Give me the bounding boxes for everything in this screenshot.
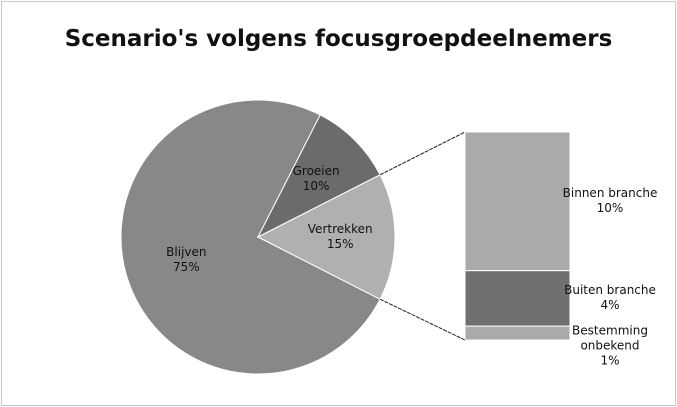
breakdown-bar <box>464 270 571 327</box>
label-name: Buiten branche <box>564 283 656 298</box>
label-name: Vertrekken <box>307 222 373 236</box>
pie-slice <box>256 114 381 239</box>
data-label: Bestemming onbekend 1% <box>570 324 650 369</box>
label-name: Groeien <box>292 163 340 178</box>
label-value: 15% <box>326 237 354 251</box>
label-name: Binnen branche <box>562 186 658 201</box>
pie-slice <box>120 99 381 375</box>
label-value: 75% <box>172 260 200 275</box>
connector-line <box>379 131 466 176</box>
label-name: Blijven <box>166 245 207 260</box>
data-label: Buiten branche 4% <box>560 283 660 313</box>
label-name: Bestemming onbekend <box>572 323 648 353</box>
label-value: 10% <box>596 201 624 216</box>
breakdown-bar <box>464 325 571 341</box>
label-value: 10% <box>302 178 330 193</box>
label-value: 4% <box>600 298 620 313</box>
pie-slice <box>256 174 396 300</box>
data-label: Groeien 10% <box>293 164 340 194</box>
chart-title: Scenario's volgens focusgroepdeelnemers <box>64 26 613 52</box>
label-value: 1% <box>600 353 620 368</box>
data-label: Blijven 75% <box>166 245 206 275</box>
data-label: Vertrekken 15% <box>308 222 373 252</box>
data-label: Binnen branche 10% <box>560 186 660 216</box>
breakdown-bar <box>464 131 571 272</box>
connector-line <box>379 298 466 341</box>
